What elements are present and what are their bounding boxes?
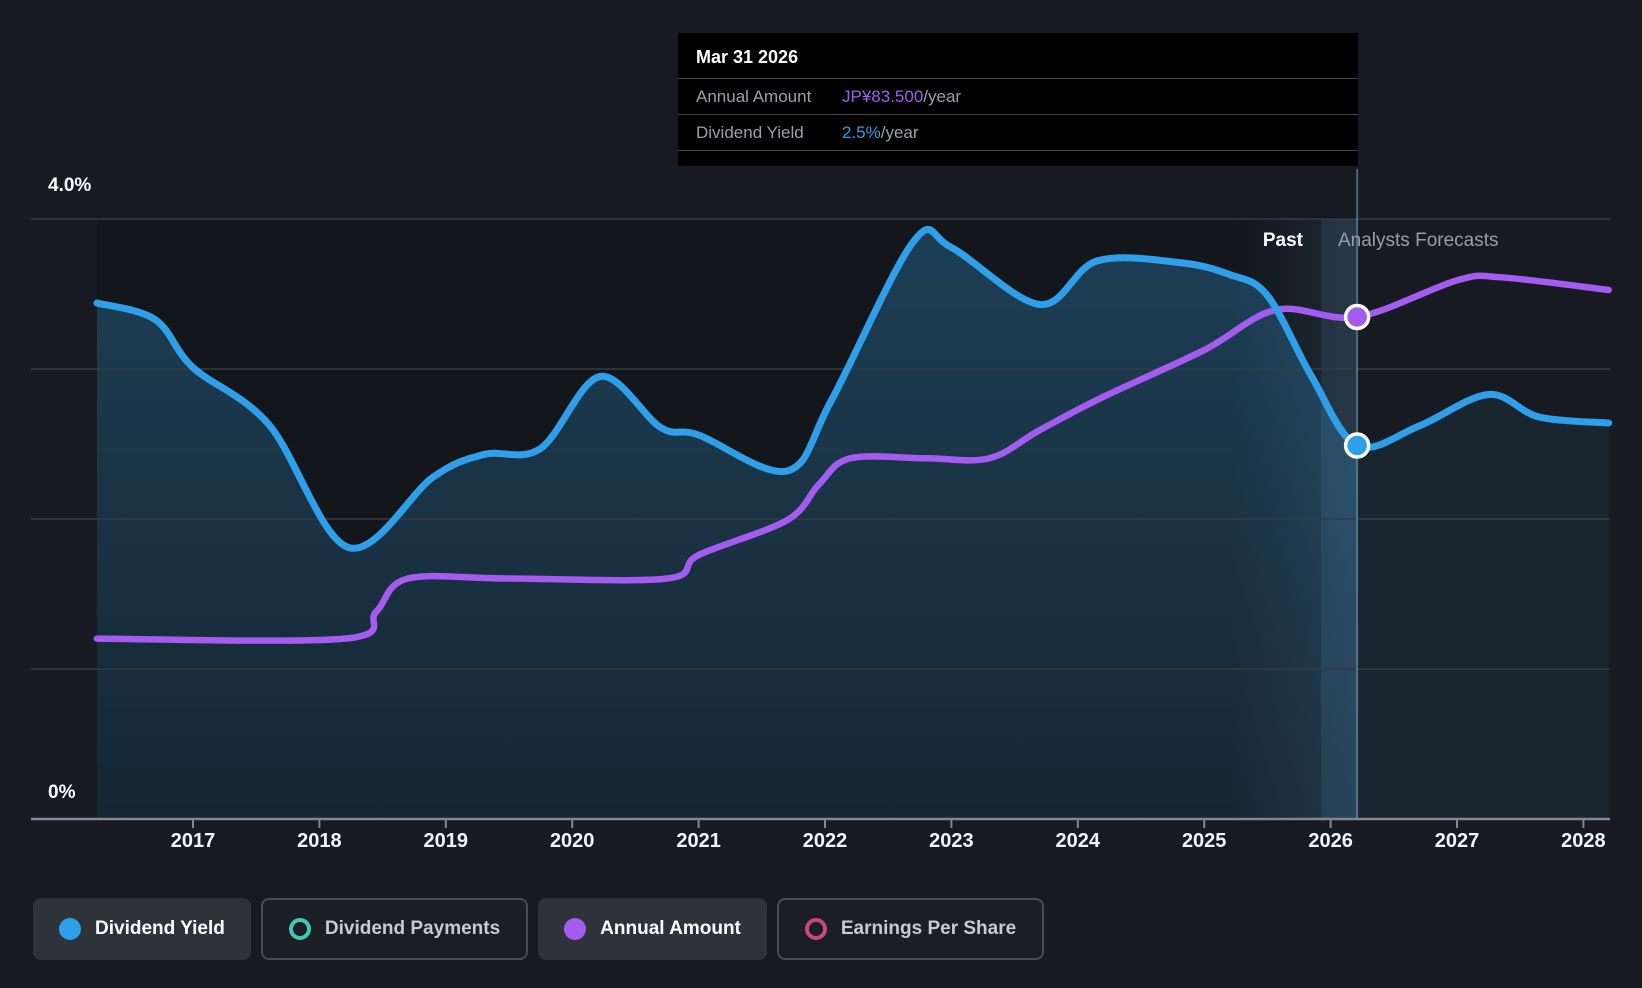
x-tick-label-2019: 2019 (423, 830, 469, 852)
x-tick-label-2021: 2021 (676, 830, 721, 852)
x-tick-label-2018: 2018 (297, 830, 342, 852)
legend-ring-icon (288, 918, 311, 940)
legend-ring-icon (804, 918, 827, 940)
marker-annual-amount (1343, 303, 1371, 331)
x-tick-label-2024: 2024 (1055, 830, 1101, 852)
legend-item-earnings-per-share[interactable]: Earnings Per Share (776, 898, 1045, 960)
legend-item-label: Annual Amount (600, 918, 741, 939)
chart-tooltip: Mar 31 2026 Annual Amount JP¥83.500/year D… (678, 33, 1358, 166)
x-tick-label-2022: 2022 (802, 830, 848, 852)
tooltip-rows: Annual Amount JP¥83.500/year Dividend Yiel… (678, 79, 1358, 151)
x-tick-label-2028: 2028 (1561, 830, 1606, 852)
y-axis-label-top: 4.0% (48, 175, 92, 196)
legend-dot-icon (59, 918, 81, 940)
tooltip-row-label: Annual Amount (696, 86, 812, 106)
x-tick-label-2020: 2020 (549, 830, 595, 852)
y-axis-label-bottom: 0% (48, 782, 76, 803)
legend-item-dividend-payments[interactable]: Dividend Payments (260, 898, 529, 960)
tooltip-date: Mar 31 2026 (678, 33, 1358, 79)
legend-item-label: Dividend Payments (324, 918, 501, 939)
tooltip-row-value: JP¥83.500/year (842, 86, 962, 106)
series-line-dividend-yield (93, 225, 1613, 552)
dividend-yield-area-forecast (1357, 394, 1609, 819)
dividend-yield-area-past (96, 229, 1358, 819)
forecast-label: Analysts Forecasts (1338, 230, 1499, 251)
tooltip-row-0: Annual Amount JP¥83.500/year (678, 79, 1358, 115)
marker-dividend-yield (1343, 432, 1371, 459)
tooltip-row-value: 2.5%/year (842, 122, 919, 142)
legend-item-label: Earnings Per Share (840, 918, 1017, 939)
legend-dot-icon (564, 918, 587, 940)
x-tick-label-2026: 2026 (1308, 830, 1353, 852)
legend-item-label: Dividend Yield (95, 918, 225, 939)
tooltip-row-1: Dividend Yield 2.5%/year (678, 115, 1358, 151)
chart-legend: Dividend Yield Dividend Payments Annual Am… (33, 898, 1045, 960)
tooltip-row-label: Dividend Yield (696, 122, 804, 142)
x-tick-label-2027: 2027 (1434, 830, 1480, 852)
x-tick-label-2017: 2017 (170, 830, 216, 852)
legend-item-annual-amount[interactable]: Annual Amount (538, 898, 767, 960)
x-tick-label-2023: 2023 (929, 830, 974, 852)
past-label: Past (1262, 230, 1303, 251)
legend-item-dividend-yield[interactable]: Dividend Yield (33, 898, 251, 960)
x-tick-label-2025: 2025 (1181, 830, 1227, 852)
